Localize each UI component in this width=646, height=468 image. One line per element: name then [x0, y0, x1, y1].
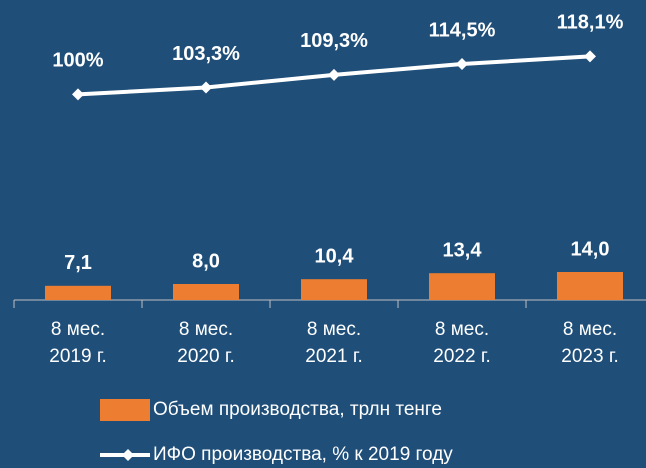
data-label: 8,0 — [192, 250, 220, 272]
x-tick-label: 8 мес. — [51, 319, 105, 340]
marker — [72, 88, 84, 101]
data-label: 14,0 — [571, 238, 610, 260]
x-tick-label: 2021 г. — [305, 346, 362, 367]
x-tick-label: 2020 г. — [177, 346, 234, 367]
legend-swatch — [100, 399, 150, 421]
bar — [45, 285, 111, 300]
x-tick-label: 2022 г. — [433, 346, 490, 367]
legend-label: ИФО производства, % к 2019 году — [153, 444, 453, 465]
data-label: 103,3% — [172, 43, 240, 65]
x-tick-label: 8 мес. — [307, 319, 361, 340]
marker — [584, 50, 596, 63]
x-tick-label: 8 мес. — [435, 319, 489, 340]
marker — [328, 68, 340, 81]
bar — [429, 273, 495, 300]
data-label: 109,3% — [300, 30, 368, 52]
x-tick-label: 2023 г. — [561, 346, 618, 367]
data-label: 118,1% — [557, 12, 624, 34]
data-label: 10,4 — [315, 245, 355, 267]
x-tick-label: 8 мес. — [179, 319, 233, 340]
bar — [301, 279, 367, 300]
x-tick-label: 2019 г. — [49, 346, 106, 367]
data-label: 7,1 — [64, 252, 92, 274]
bar — [173, 284, 239, 300]
marker — [456, 57, 468, 70]
data-label: 13,4 — [443, 239, 483, 261]
bar — [557, 272, 623, 300]
legend-marker — [122, 449, 134, 461]
x-tick-label: 8 мес. — [563, 319, 617, 340]
legend-label: Объем производства, трлн тенге — [153, 399, 442, 420]
data-label: 114,5% — [429, 19, 496, 41]
data-label: 100% — [52, 50, 103, 72]
marker — [200, 81, 212, 94]
